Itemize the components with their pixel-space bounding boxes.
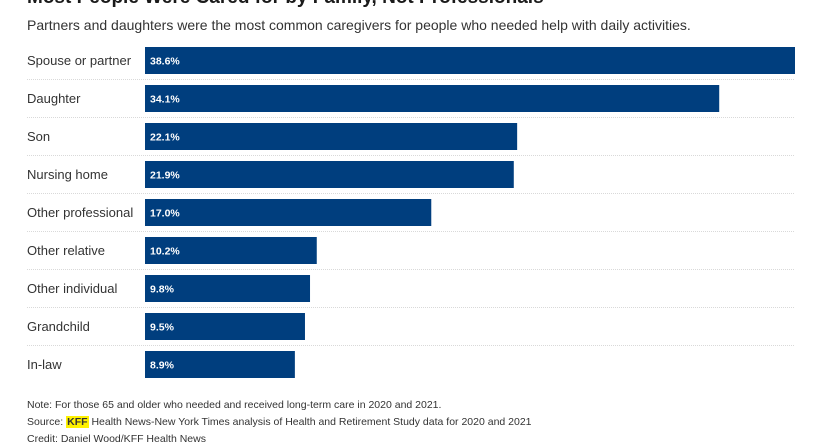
- category-label: Other professional: [27, 205, 133, 220]
- value-label: 9.5%: [150, 322, 175, 334]
- value-label: 9.8%: [150, 284, 175, 296]
- chart-title: Most People Were Cared for by Family, No…: [27, 0, 544, 9]
- value-label: 8.9%: [150, 360, 175, 372]
- bar: [145, 351, 295, 378]
- value-label: 22.1%: [150, 132, 180, 144]
- category-label: Other relative: [27, 243, 105, 258]
- value-label: 34.1%: [150, 94, 180, 106]
- category-label: Grandchild: [27, 319, 90, 334]
- value-label: 38.6%: [150, 56, 180, 68]
- bar: [145, 161, 514, 188]
- bar-row: Other individual 9.8%: [27, 275, 795, 308]
- value-label: 17.0%: [150, 208, 180, 220]
- category-label: In-law: [27, 357, 62, 372]
- bar-row: Son 22.1%: [27, 123, 795, 156]
- source-highlight: KFF: [66, 416, 89, 428]
- category-label: Nursing home: [27, 167, 108, 182]
- bar-row: Nursing home 21.9%: [27, 161, 795, 194]
- bar-row: In-law 8.9%: [27, 351, 295, 378]
- bar: [145, 275, 311, 302]
- category-label: Other individual: [27, 281, 117, 296]
- value-label: 21.9%: [150, 170, 180, 182]
- source-prefix: Source:: [27, 416, 67, 428]
- chart-credit: Credit: Daniel Wood/KFF Health News: [27, 433, 206, 445]
- bar: [145, 85, 720, 112]
- bar: [145, 199, 432, 226]
- bar-row: Daughter 34.1%: [27, 85, 795, 118]
- bar-row: Grandchild 9.5%: [27, 313, 795, 346]
- bar-row: Spouse or partner 38.6%: [27, 47, 795, 80]
- category-label: Son: [27, 129, 50, 144]
- bar: [145, 313, 305, 340]
- bar-row: Other professional 17.0%: [27, 199, 795, 232]
- bar-chart: Spouse or partner 38.6% Daughter 34.1% Son 22…: [27, 47, 795, 378]
- bar: [145, 237, 317, 264]
- bar-row: Other relative 10.2%: [27, 237, 795, 270]
- chart-note: Note: For those 65 and older who needed …: [27, 399, 442, 411]
- chart-source: Source: KFF Health News-New York Times a…: [27, 416, 532, 428]
- chart-subtitle: Partners and daughters were the most com…: [27, 17, 691, 33]
- category-label: Spouse or partner: [27, 53, 132, 68]
- source-rest: Health News-New York Times analysis of H…: [88, 416, 532, 428]
- value-label: 10.2%: [150, 246, 180, 258]
- bar: [145, 123, 518, 150]
- bar: [145, 47, 795, 74]
- category-label: Daughter: [27, 91, 81, 106]
